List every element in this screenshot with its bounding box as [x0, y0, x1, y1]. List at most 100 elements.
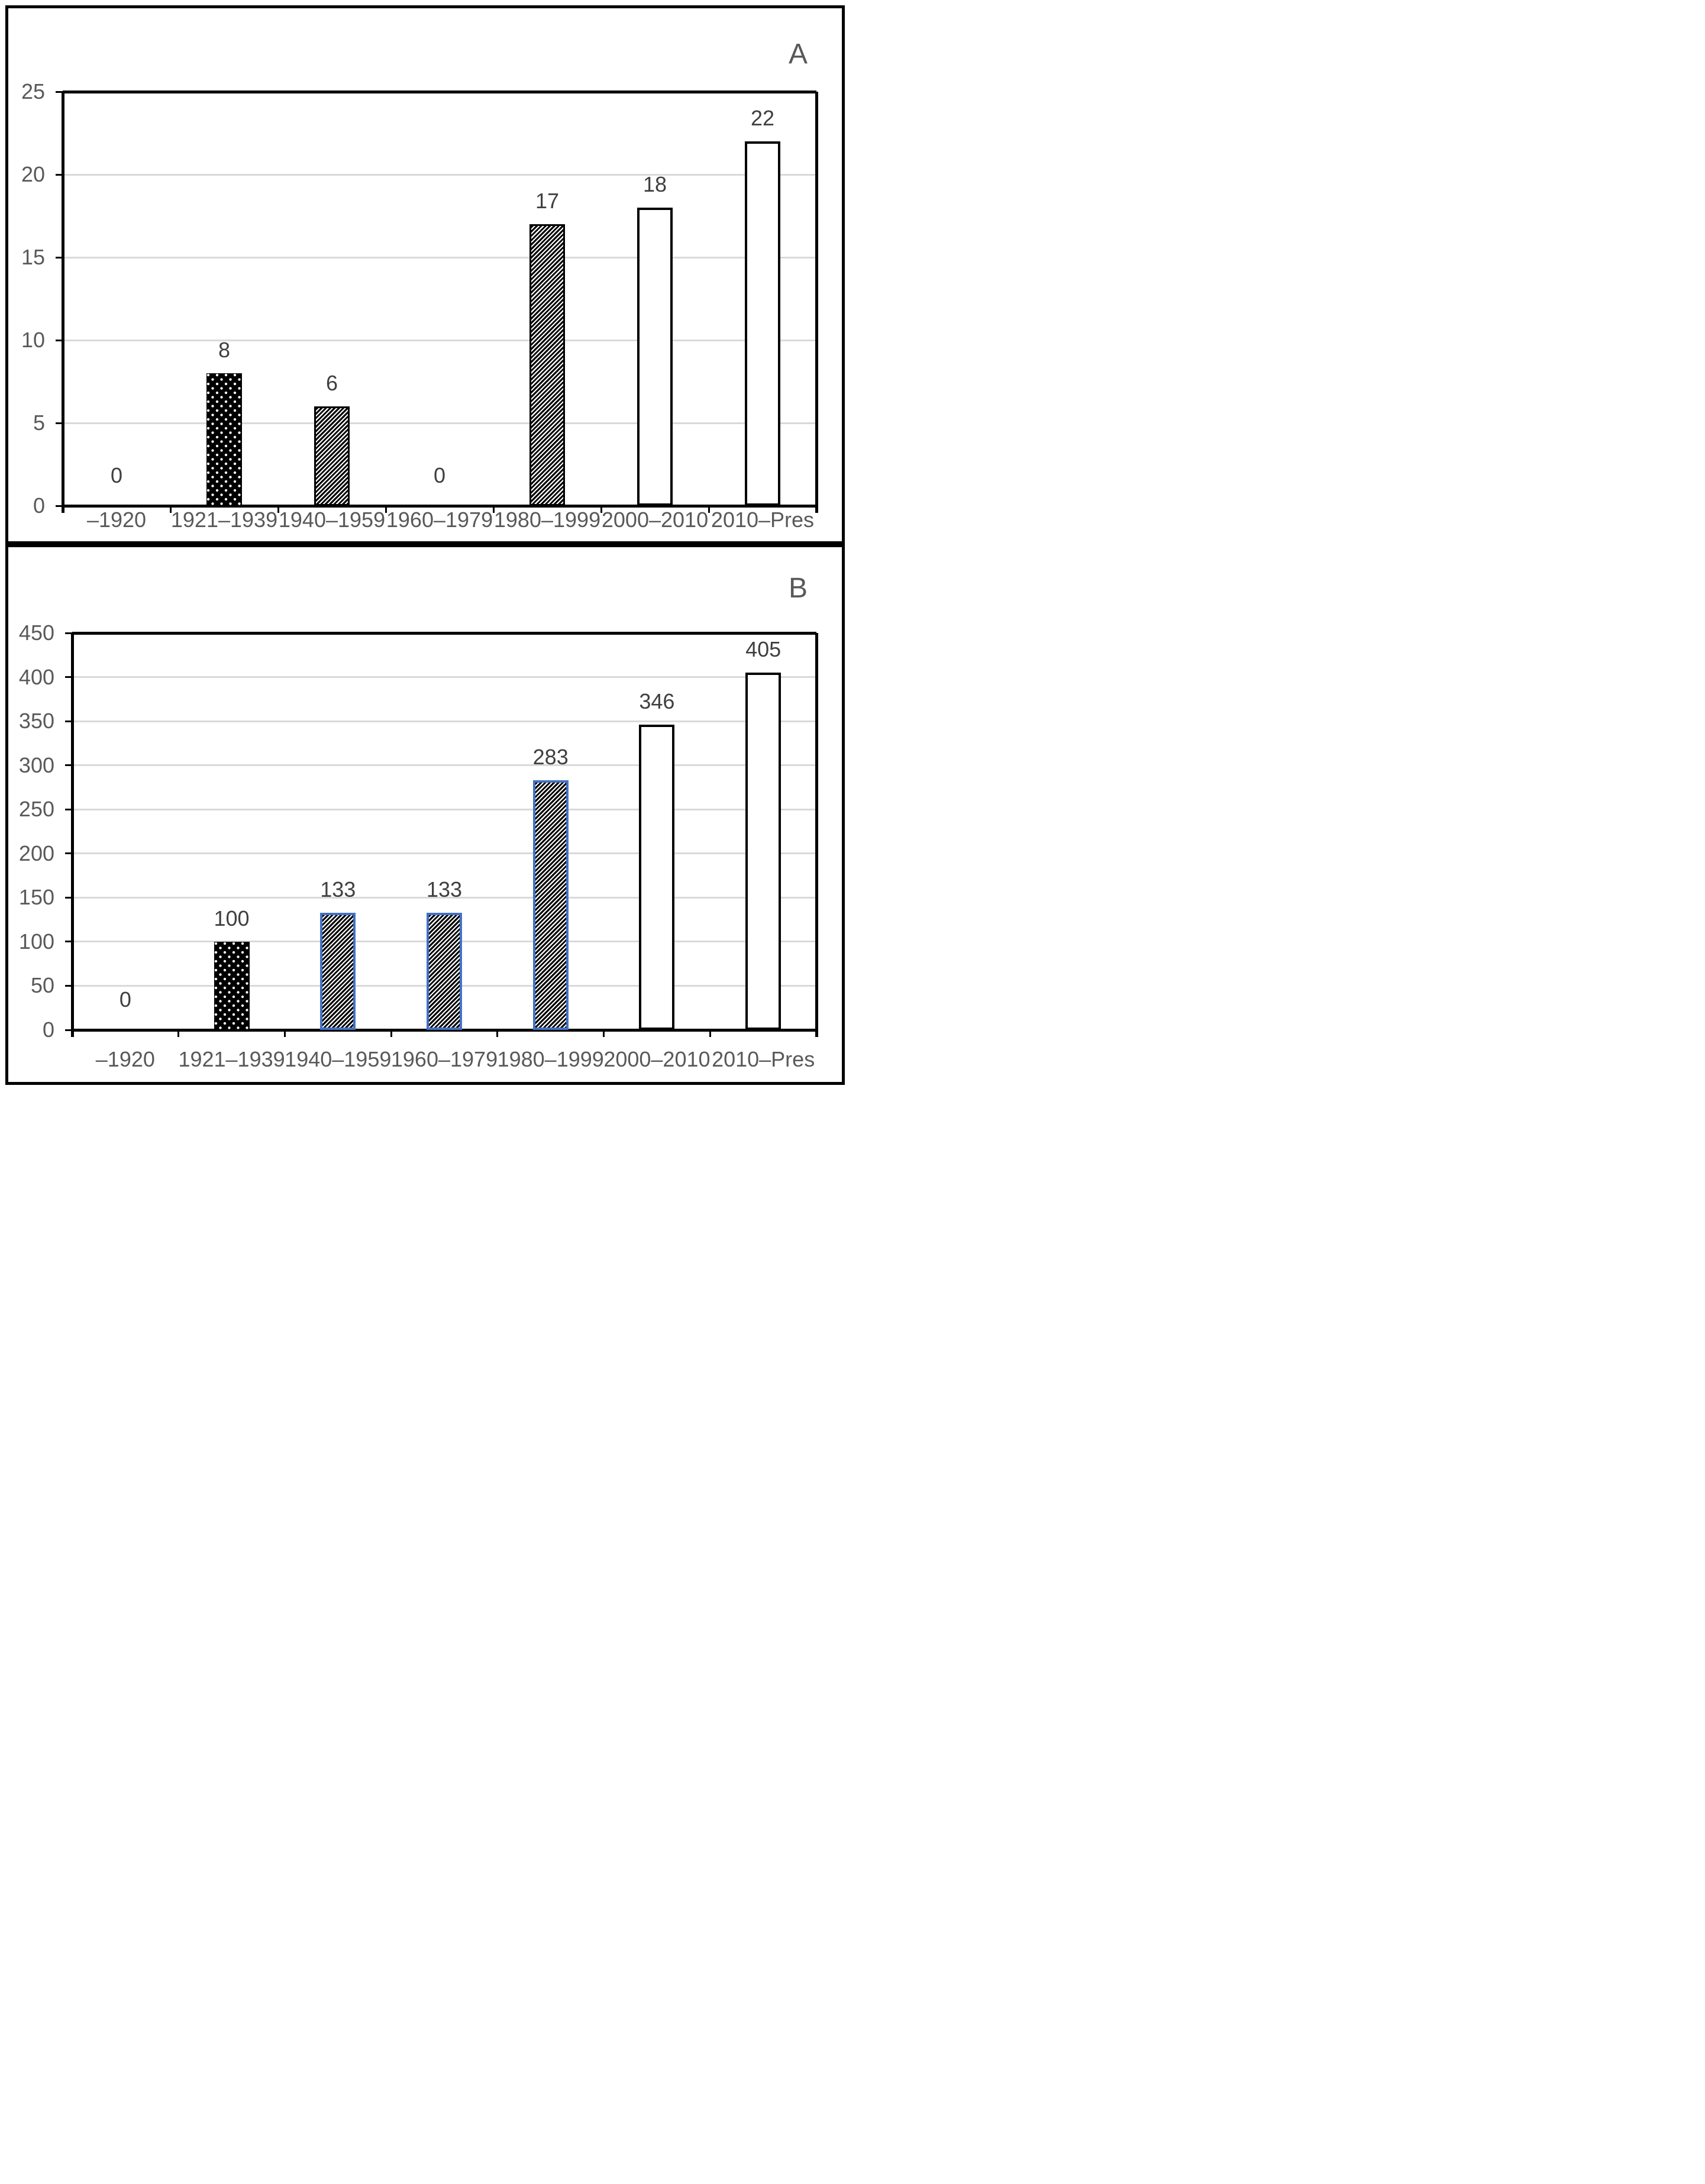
y-axis-tick-label-250: 250 [18, 797, 54, 822]
x-axis-category-label-2000-2010: 2000–2010 [601, 508, 709, 532]
value-label-1920: 0 [119, 987, 131, 1012]
x-axis-line [61, 504, 818, 508]
value-label-1921-1939: 100 [214, 906, 250, 931]
x-axis-category-label-2000-2010: 2000–2010 [603, 1047, 711, 1071]
panel-a: A 0 8 6 0 17 18 22 0 5 10 15 20 25 –1920 1921–1939 1940… [5, 5, 845, 544]
bar-1940-1959 [320, 912, 356, 1030]
plot-top-border [72, 631, 816, 635]
x-axis-category-label-1940-1959: 1940–1959 [278, 508, 386, 532]
plot-area-b: 0 100 133 133 283 346 405 [70, 631, 818, 1037]
bar-2000-2010 [639, 725, 675, 1030]
x-axis-tick-mark [496, 1030, 499, 1037]
x-axis-line [70, 1028, 818, 1032]
x-axis-category-label-1920: –1920 [95, 1047, 155, 1071]
x-axis-category-label-1920: –1920 [86, 508, 147, 532]
bar-1960-1979 [427, 912, 462, 1030]
y-axis-tick-label-50: 50 [30, 973, 54, 998]
y-axis-tick-label-0: 0 [33, 493, 45, 518]
x-axis-tick-mark [709, 1030, 711, 1037]
gridline-5 [63, 422, 816, 424]
y-axis-tick-mark [65, 852, 72, 855]
two-panel-bar-figure: A 0 8 6 0 17 18 22 0 5 10 15 20 25 –1920 1921–1939 1940… [0, 0, 853, 1092]
value-label-1960-1979: 0 [433, 463, 446, 487]
value-label-2010-pres: 22 [750, 106, 775, 130]
bar-1980-1999 [532, 780, 569, 1030]
y-axis-tick-label-400: 400 [18, 664, 54, 689]
y-axis-tick-mark [65, 632, 72, 634]
y-axis-tick-mark [65, 896, 72, 899]
value-label-1940-1959: 6 [325, 371, 338, 395]
gridline-15 [63, 256, 816, 259]
y-axis-tick-label-0: 0 [42, 1017, 54, 1042]
bar-2010-pres [745, 673, 782, 1030]
y-axis-tick-label-300: 300 [18, 752, 54, 777]
y-axis-tick-mark [56, 256, 63, 259]
y-axis-tick-mark [65, 676, 72, 679]
y-axis-tick-mark [56, 173, 63, 176]
y-axis-tick-label-450: 450 [18, 621, 54, 645]
plot-area-a: 0 8 6 0 17 18 22 [61, 90, 818, 513]
gridline-150 [72, 896, 816, 899]
y-axis-tick-mark [65, 764, 72, 767]
x-axis-category-label-1960-1979: 1960–1979 [390, 1047, 498, 1071]
bar-1921-1939 [214, 941, 250, 1030]
y-axis-tick-mark [56, 339, 63, 341]
gridline-200 [72, 852, 816, 855]
y-axis-line [70, 633, 74, 1037]
x-axis-tick-mark [177, 1030, 180, 1037]
value-label-1980-1999: 17 [535, 189, 560, 213]
y-axis-tick-mark [56, 505, 63, 507]
x-axis-tick-mark [169, 506, 172, 513]
chart-a: 0 8 6 0 17 18 22 0 5 10 15 20 25 –1920 1921–1939 1940–1… [8, 8, 842, 541]
gridline-300 [72, 764, 816, 767]
y-axis-tick-label-200: 200 [18, 841, 54, 865]
bar-1980-1999 [529, 224, 565, 506]
x-axis-tick-mark [603, 1030, 605, 1037]
chart-b: 0 100 133 133 283 346 405 0 50 100 150 200 250 300 350… [8, 547, 842, 1082]
plot-right-border [815, 633, 818, 1037]
plot-right-border [815, 92, 818, 513]
x-axis-category-label-2010-pres: 2010–Pres [711, 508, 815, 532]
y-axis-line [61, 92, 64, 513]
gridline-10 [63, 339, 816, 341]
y-axis-tick-mark [65, 720, 72, 722]
bar-1940-1959 [314, 406, 350, 506]
x-axis-tick-mark [492, 506, 495, 513]
y-axis-tick-mark [65, 808, 72, 810]
gridline-350 [72, 720, 816, 722]
gridline-400 [72, 676, 816, 679]
value-label-1940-1959: 133 [320, 877, 356, 902]
x-axis-tick-mark [385, 506, 387, 513]
gridline-20 [63, 173, 816, 176]
value-label-2000-2010: 346 [639, 689, 675, 714]
x-axis-category-label-1921-1939: 1921–1939 [178, 1047, 285, 1071]
panel-b-label: B [788, 573, 808, 604]
x-axis-category-label-1940-1959: 1940–1959 [285, 1047, 392, 1071]
x-axis-category-label-1921-1939: 1921–1939 [170, 508, 278, 532]
y-axis-tick-label-25: 25 [21, 79, 45, 104]
x-axis-category-label-1960-1979: 1960–1979 [386, 508, 493, 532]
value-label-2000-2010: 18 [642, 172, 667, 196]
x-axis-category-label-1980-1999: 1980–1999 [497, 1047, 604, 1071]
x-axis-tick-mark [283, 1030, 286, 1037]
bar-1921-1939 [206, 373, 242, 506]
y-axis-tick-label-20: 20 [21, 162, 45, 186]
gridline-250 [72, 808, 816, 810]
y-axis-tick-mark [65, 941, 72, 943]
x-axis-tick-mark [277, 506, 279, 513]
y-axis-tick-label-100: 100 [18, 929, 54, 954]
value-label-1980-1999: 283 [532, 745, 569, 770]
plot-top-border [63, 90, 816, 93]
y-axis-tick-mark [65, 1029, 72, 1031]
value-label-1921-1939: 8 [218, 338, 231, 362]
x-axis-category-label-2010-pres: 2010–Pres [712, 1047, 815, 1071]
value-label-1920: 0 [110, 463, 123, 487]
y-axis-tick-label-150: 150 [18, 885, 54, 910]
y-axis-tick-mark [56, 91, 63, 93]
value-label-1960-1979: 133 [426, 877, 463, 902]
x-axis-tick-mark [600, 506, 602, 513]
x-axis-tick-mark [390, 1030, 392, 1037]
bar-2000-2010 [637, 208, 673, 506]
bar-2010-pres [745, 141, 780, 506]
y-axis-tick-label-15: 15 [21, 245, 45, 269]
